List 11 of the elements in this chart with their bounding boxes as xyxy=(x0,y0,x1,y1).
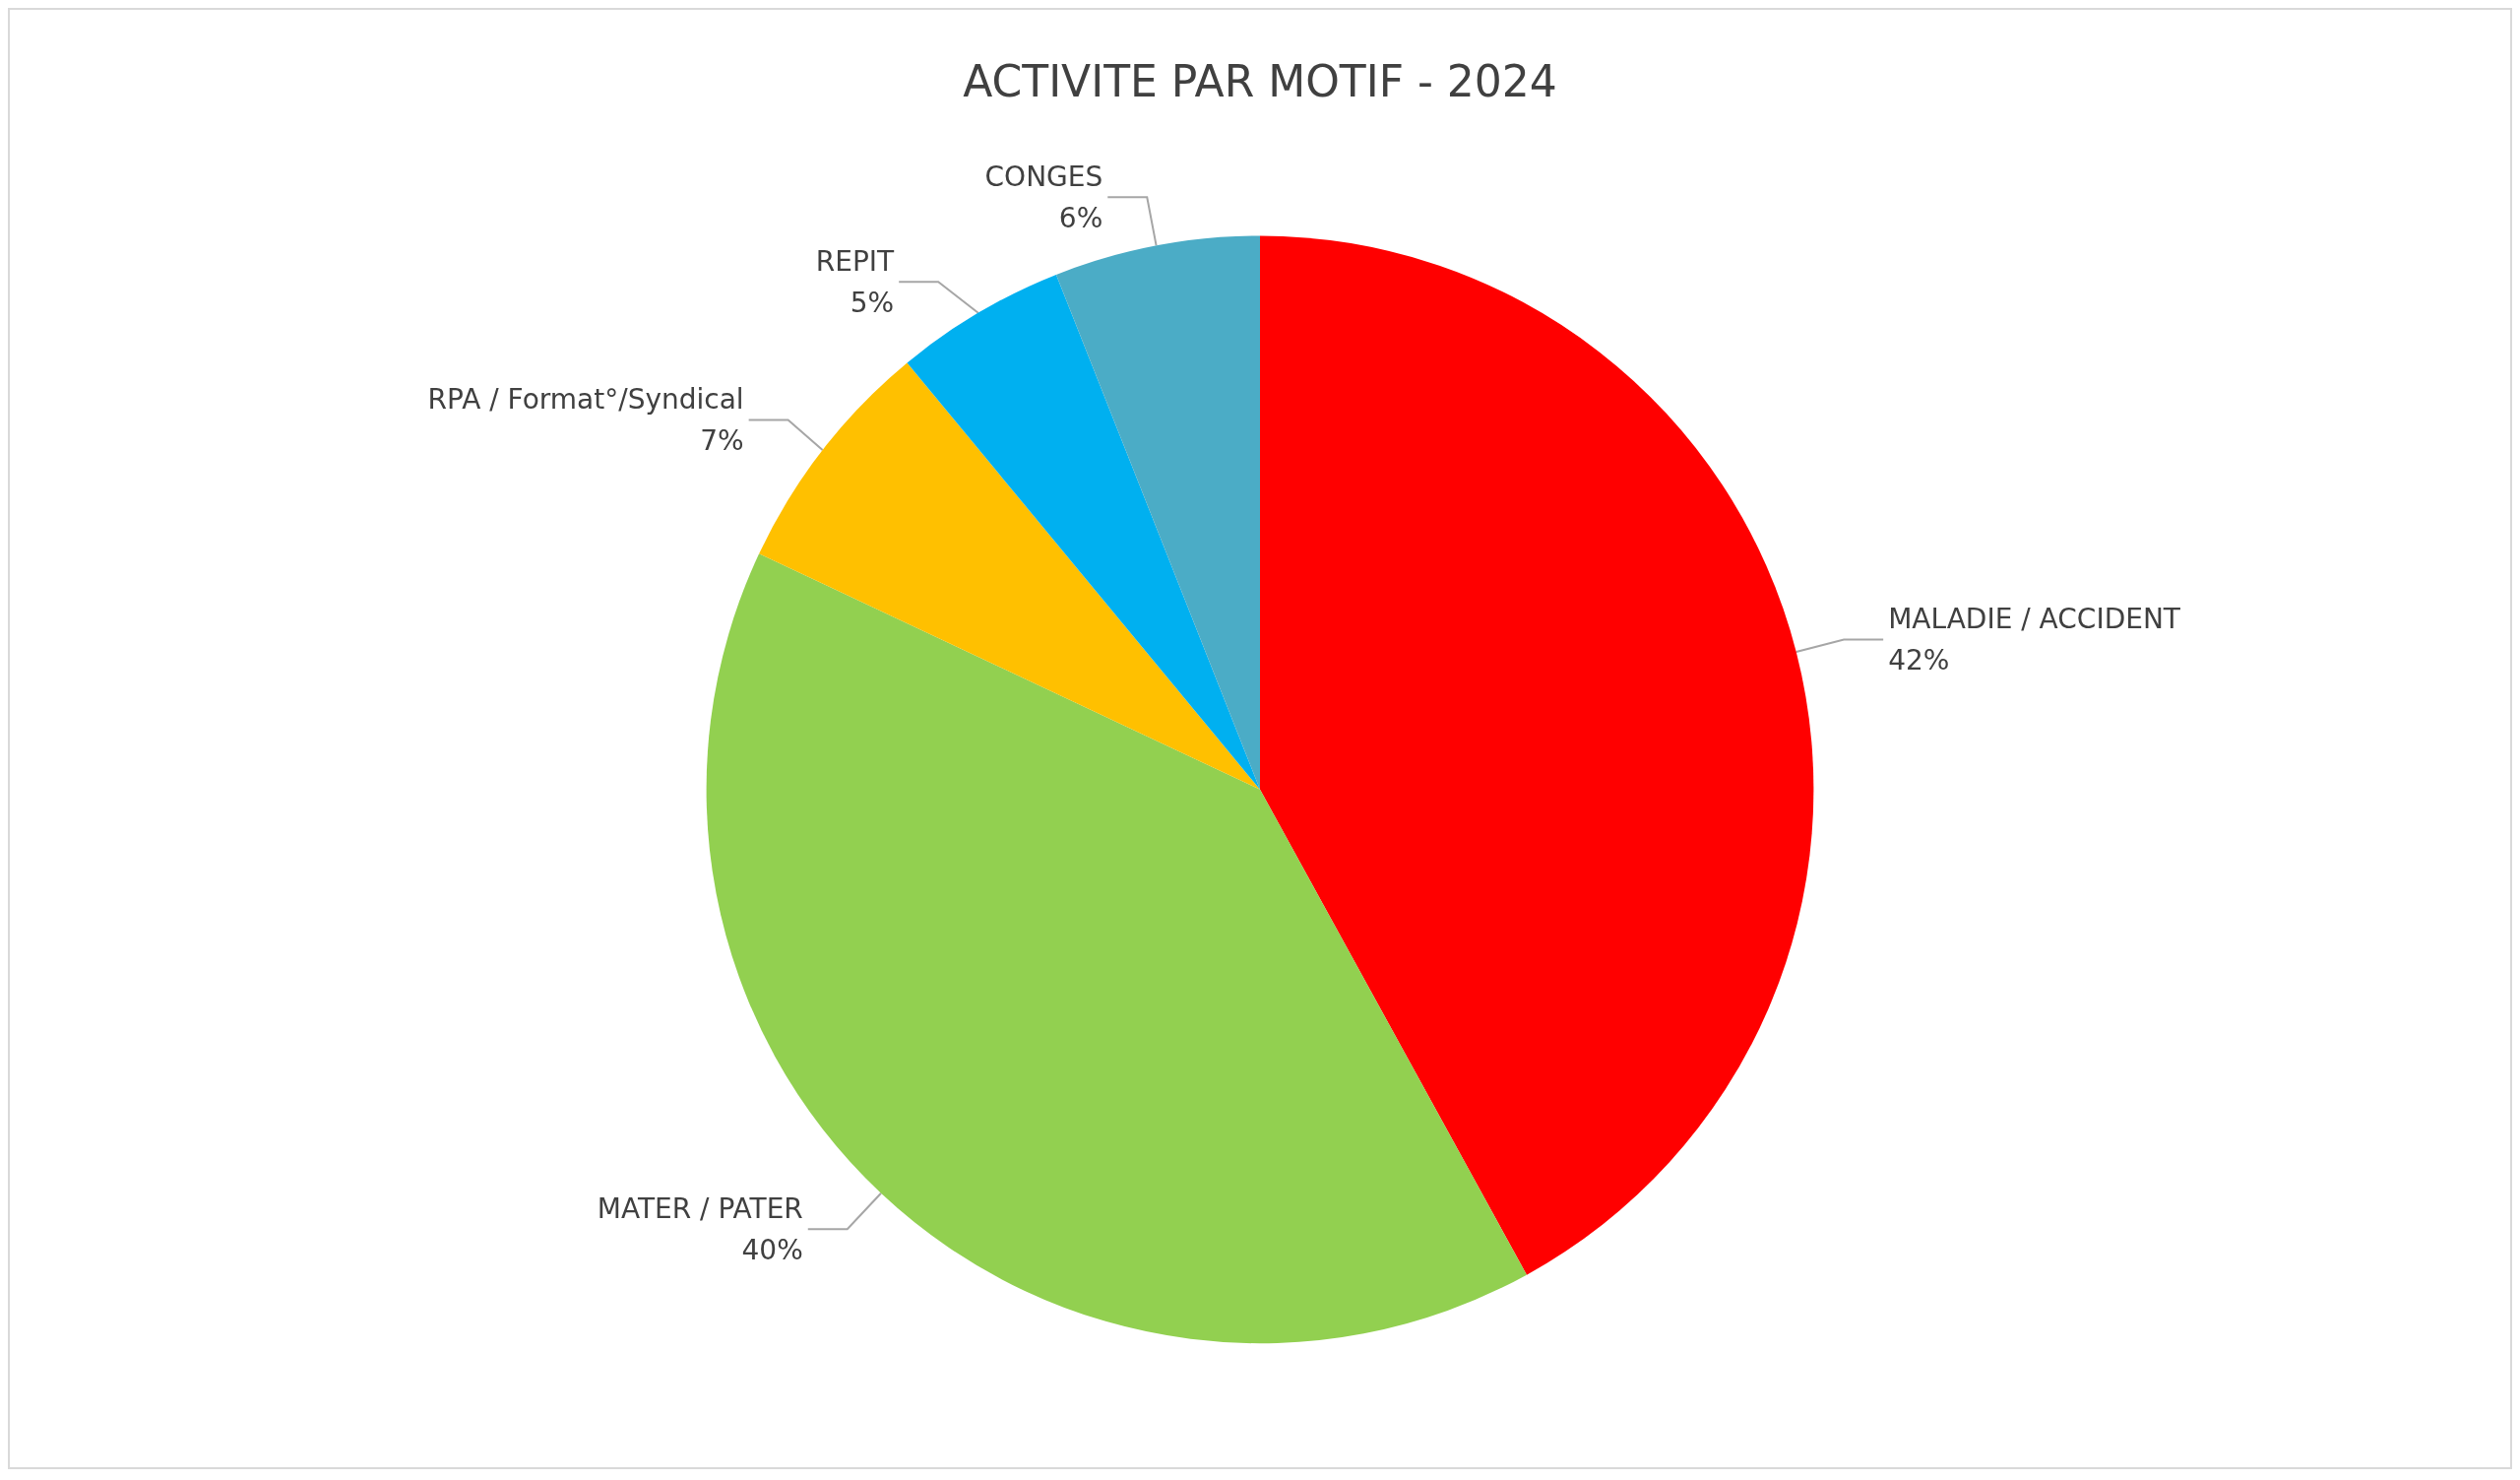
slice-label: CONGES xyxy=(984,160,1103,193)
slice-label: MATER / PATER xyxy=(597,1191,803,1225)
chart-title: ACTIVITE PAR MOTIF - 2024 xyxy=(963,55,1557,106)
data-label: 7% xyxy=(700,423,744,457)
data-label: 6% xyxy=(1058,201,1103,234)
slice-label: MALADIE / ACCIDENT xyxy=(1888,603,2181,635)
data-label: 40% xyxy=(741,1233,803,1266)
slice-label: REPIT xyxy=(815,244,896,278)
data-label: 42% xyxy=(1888,644,1950,676)
data-label: 5% xyxy=(850,286,895,319)
slice-label: RPA / Format°/Syndical xyxy=(427,382,744,416)
